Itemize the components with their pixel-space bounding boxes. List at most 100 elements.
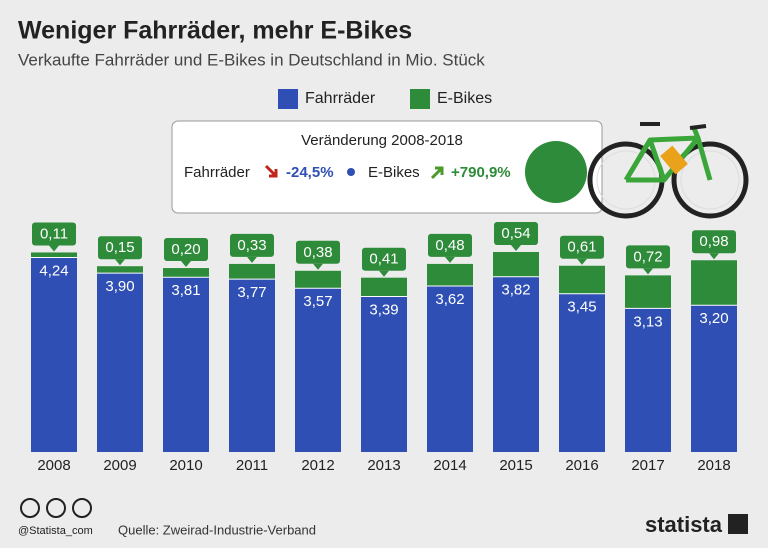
label-pointer (247, 256, 257, 263)
bar-segment (97, 266, 143, 274)
value-label: 3,39 (369, 301, 398, 318)
spokes (680, 150, 740, 210)
dot (347, 168, 355, 176)
x-tick-label: 2015 (499, 457, 532, 474)
credit: @Statista_com (18, 525, 93, 537)
x-tick-label: 2016 (565, 457, 598, 474)
label-pointer (181, 261, 191, 268)
x-tick-label: 2017 (631, 457, 664, 474)
label-box (494, 222, 538, 245)
bar-segment (625, 308, 671, 452)
bicycle (587, 122, 749, 219)
value-label: 0,98 (699, 233, 728, 250)
battery (660, 145, 688, 175)
value-label: 0,20 (171, 241, 200, 258)
bar-segment (559, 265, 605, 294)
brand-icon (728, 514, 748, 534)
chart-title: Weniger Fahrräder, mehr E-Bikes (18, 17, 412, 45)
value-label: 3,77 (237, 284, 266, 301)
value-label: 0,41 (369, 251, 398, 268)
value-label: 0,72 (633, 248, 662, 265)
chart-subtitle: Verkaufte Fahrräder und E-Bikes in Deuts… (18, 50, 485, 69)
value-label: 3,81 (171, 282, 200, 299)
x-tick-label: 2013 (367, 457, 400, 474)
label-pointer (49, 245, 59, 252)
legend-label: Fahrräder (305, 90, 376, 107)
source: Quelle: Zweirad-Industrie-Verband (118, 522, 316, 537)
bar-segment (361, 296, 407, 452)
x-tick-label: 2012 (301, 457, 334, 474)
bar-segment (31, 257, 77, 452)
label-pointer (709, 253, 719, 260)
plot: 4,24 0,11 2008 3,90 0,15 2009 3,81 0,20 2010 3,77… (31, 222, 737, 474)
x-tick-label: 2011 (236, 457, 268, 474)
value-label: 0,11 (40, 225, 68, 242)
wheel (671, 141, 749, 219)
circle (525, 141, 587, 203)
legend-swatch (278, 89, 298, 109)
value-label: 3,45 (567, 299, 596, 316)
bar-segment (427, 263, 473, 286)
box-label: E-Bikes (368, 164, 420, 181)
label-box (230, 233, 274, 257)
bar-segment (625, 275, 671, 309)
box-title: Veränderung 2008-2018 (301, 132, 463, 149)
x-tick-label: 2008 (37, 457, 70, 474)
label-box (626, 245, 670, 269)
value-label: 0,38 (303, 244, 332, 261)
icon (46, 498, 66, 518)
footer: @Statista_com Quelle: Zweirad-Industrie-… (18, 498, 748, 537)
box-label: Fahrräder (184, 164, 250, 181)
label-pointer (643, 268, 653, 275)
icon (20, 498, 40, 518)
legend-label: E-Bikes (437, 90, 492, 107)
value-label: 3,57 (303, 293, 332, 310)
bar-segment (493, 276, 539, 452)
value-label: 3,62 (435, 291, 464, 308)
bar-segment (229, 279, 275, 452)
value-label: 0,61 (567, 239, 596, 256)
value-label: 0,54 (501, 225, 530, 242)
x-tick-label: 2018 (697, 457, 730, 474)
label-box (296, 240, 340, 264)
brand: statista (645, 512, 723, 537)
bar-segment (691, 305, 737, 452)
bar-segment (31, 252, 77, 258)
legend-swatch (410, 89, 430, 109)
label-pointer (577, 258, 587, 265)
label-box (560, 235, 604, 259)
value-label: 4,24 (39, 262, 68, 279)
bar-segment (295, 288, 341, 452)
arrow-up (430, 166, 444, 180)
bar-segment (427, 285, 473, 452)
seat-handle (640, 122, 707, 130)
change-box: Veränderung 2008-2018 Fahrräder -24,5% E… (171, 120, 603, 214)
value-label: 0,15 (105, 239, 134, 256)
bar-segment (559, 293, 605, 452)
label-pointer (313, 263, 323, 270)
arrow-down (264, 164, 278, 178)
label-pointer (445, 256, 455, 263)
bar-segment (361, 277, 407, 297)
legend: Fahrräder E-Bikes (278, 89, 492, 109)
value-label: 3,20 (699, 310, 728, 327)
value-label: 3,90 (105, 278, 134, 295)
value-label: 0,48 (435, 237, 464, 254)
x-tick-label: 2014 (433, 457, 466, 474)
bar-segment (163, 277, 209, 452)
bar-segment (691, 260, 737, 306)
label-pointer (115, 259, 125, 266)
label-pointer (379, 270, 389, 277)
icon (72, 498, 92, 518)
label-pointer (511, 245, 521, 251)
x-tick-label: 2009 (103, 457, 136, 474)
box-change: +790,9% (451, 164, 511, 181)
label-box (428, 233, 472, 257)
bar-segment (97, 273, 143, 452)
box-change: -24,5% (286, 164, 334, 181)
bar-segment (163, 268, 209, 278)
label-box (98, 236, 142, 260)
value-label: 3,82 (501, 282, 530, 299)
value-label: 0,33 (237, 237, 266, 254)
